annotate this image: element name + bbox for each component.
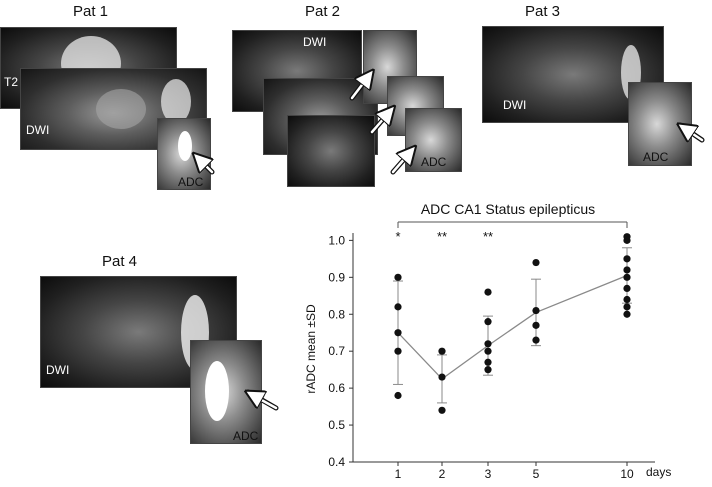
data-point	[394, 347, 402, 355]
significance-label: **	[483, 229, 493, 244]
pat4-adc-label: ADC	[233, 429, 259, 443]
data-point	[532, 306, 540, 315]
x-tick-label: 10	[620, 467, 634, 481]
data-point	[484, 366, 492, 374]
data-point	[394, 391, 402, 400]
pat2-dwi-label: DWI	[303, 35, 327, 49]
pat4-title: Pat 4	[102, 253, 138, 270]
chart-ylabel: rADC mean ±SD	[304, 304, 318, 394]
y-tick-label: 0.4	[328, 455, 345, 469]
y-tick-label: 1.0	[328, 233, 345, 247]
pat1-t2-label: T2	[4, 75, 19, 89]
chart-xlabel: days	[646, 465, 671, 479]
data-point	[623, 233, 631, 241]
data-point	[623, 295, 631, 304]
pat3-dwi-image: DWI	[482, 26, 664, 123]
y-tick-label: 0.5	[328, 418, 345, 432]
pat1-dwi-label: DWI	[26, 123, 50, 137]
data-point	[623, 266, 631, 274]
y-tick-label: 0.7	[328, 344, 345, 358]
pat1-adc-label: ADC	[178, 175, 204, 189]
pat3-adc-label: ADC	[643, 150, 669, 164]
pat2-title: Pat 2	[305, 3, 341, 20]
pat1-dwi-image: DWI	[20, 68, 207, 150]
data-point	[438, 406, 446, 414]
x-tick-label: 3	[485, 467, 492, 481]
x-tick-label: 1	[395, 467, 402, 481]
y-tick-label: 0.6	[328, 381, 345, 395]
data-point	[484, 340, 492, 348]
data-point	[438, 373, 446, 381]
x-tick-label: 2	[439, 467, 446, 481]
chart-title: ADC CA1 Status epilepticus	[421, 201, 595, 217]
x-tick-label: 5	[533, 467, 540, 481]
data-point	[484, 347, 492, 355]
data-point	[623, 310, 631, 318]
data-point	[623, 284, 631, 293]
pat4-dwi-label: DWI	[46, 363, 70, 377]
data-point	[532, 336, 540, 344]
data-point	[532, 321, 540, 329]
data-point	[394, 273, 402, 281]
data-point	[394, 303, 402, 311]
y-tick-label: 0.8	[328, 307, 345, 321]
data-point	[438, 347, 446, 355]
data-point	[623, 255, 631, 263]
pat3-title: Pat 3	[525, 3, 561, 20]
y-tick-label: 0.9	[328, 270, 345, 284]
data-point	[532, 258, 540, 267]
pat3-dwi-label: DWI	[503, 98, 527, 112]
data-point	[623, 303, 631, 311]
data-point	[623, 273, 631, 281]
significance-label: *	[395, 229, 400, 244]
pat1-title: Pat 1	[73, 3, 109, 20]
pat2-adc-label: ADC	[421, 155, 447, 169]
data-point	[394, 329, 402, 337]
data-point	[484, 318, 492, 326]
data-point	[484, 288, 492, 296]
significance-label: **	[437, 229, 447, 244]
data-point	[484, 358, 492, 366]
mean-line	[397, 274, 628, 380]
pat2-dwi-image-3	[287, 115, 375, 187]
